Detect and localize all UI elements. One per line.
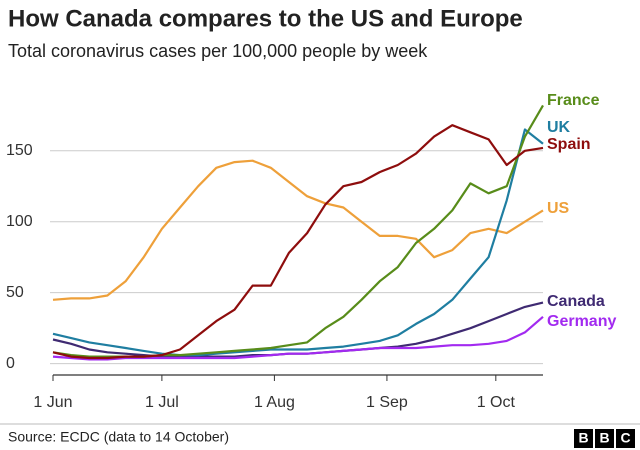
x-tick-label: 1 Aug bbox=[254, 394, 295, 411]
source: Source: ECDC (data to 14 October) bbox=[8, 429, 229, 445]
legend-label: Germany bbox=[547, 313, 616, 330]
y-tick-label: 100 bbox=[6, 213, 33, 230]
x-tick-label: 1 Jun bbox=[33, 394, 72, 411]
y-tick-label: 0 bbox=[6, 355, 15, 372]
legend-label: Canada bbox=[547, 293, 605, 310]
y-tick-label: 150 bbox=[6, 142, 33, 159]
logo-letter: C bbox=[620, 430, 630, 446]
logo-letter: B bbox=[599, 430, 609, 446]
series-line bbox=[52, 104, 544, 358]
series-line bbox=[52, 124, 544, 360]
x-tick-label: 1 Jul bbox=[145, 394, 179, 411]
chart-title: How Canada compares to the US and Europe bbox=[8, 5, 523, 32]
logo-box bbox=[616, 429, 635, 448]
series-line bbox=[52, 159, 544, 301]
y-tick-label: 50 bbox=[6, 284, 24, 301]
x-tick-label: 1 Oct bbox=[477, 394, 516, 411]
logo-letter: B bbox=[578, 430, 588, 446]
logo-box bbox=[595, 429, 614, 448]
legend-label: UK bbox=[547, 119, 571, 136]
logo-box bbox=[574, 429, 593, 448]
legend-label: US bbox=[547, 200, 570, 217]
series-line bbox=[52, 315, 544, 361]
legend-label: France bbox=[547, 92, 600, 109]
x-tick-label: 1 Sep bbox=[366, 394, 408, 411]
series-line bbox=[52, 128, 544, 357]
legend-label: Spain bbox=[547, 136, 591, 153]
chart-subtitle: Total coronavirus cases per 100,000 peop… bbox=[8, 41, 428, 61]
